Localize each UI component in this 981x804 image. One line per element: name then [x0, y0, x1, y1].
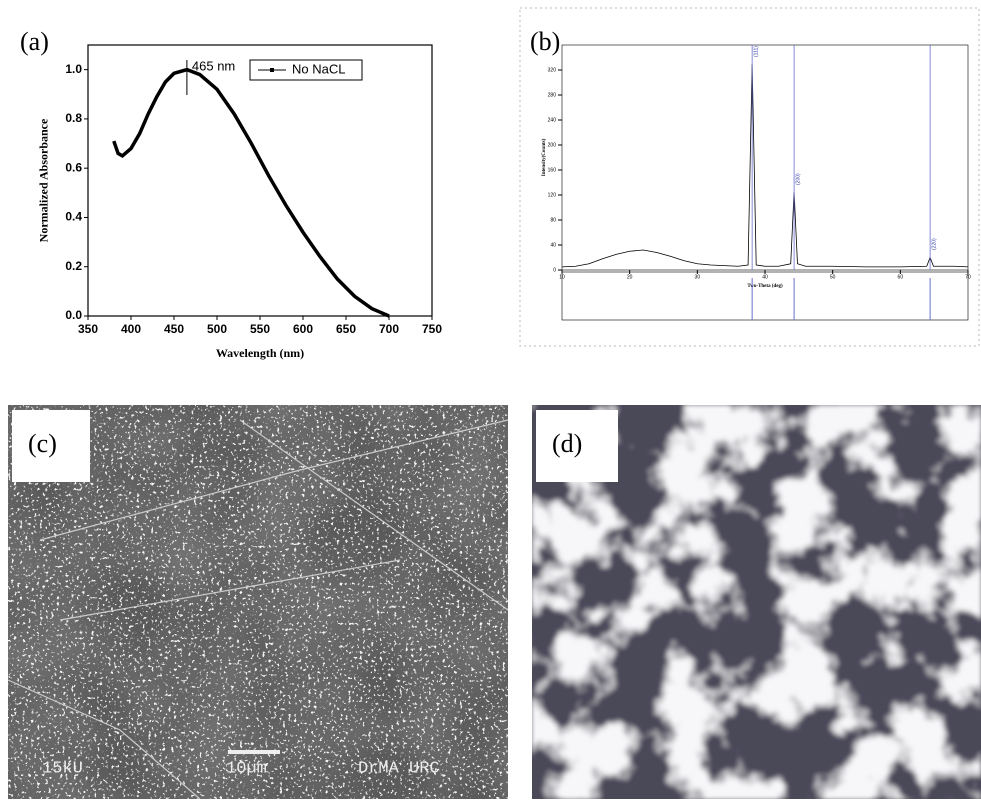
y-tick-label: 120: [548, 192, 557, 198]
y-tick-label: 80: [550, 217, 556, 223]
x-tick-label: 30: [695, 274, 701, 280]
y-tick-label: 1.0: [65, 62, 82, 76]
x-tick-label: 750: [422, 322, 442, 336]
panel-label: (a): [20, 27, 49, 56]
y-tick-label: 0.2: [65, 259, 82, 273]
panel-label-box: [12, 410, 90, 482]
y-axis-label: Normalized Absorbance: [37, 118, 51, 242]
x-tick-label: 50: [830, 274, 836, 280]
reference-panel: [561, 271, 969, 321]
y-tick-label: 0: [553, 267, 556, 273]
x-tick-label: 40: [762, 274, 768, 280]
y-tick-label: 200: [548, 142, 557, 148]
data-line: [561, 63, 969, 268]
x-tick-label: 450: [164, 322, 184, 336]
legend-marker: [270, 68, 274, 72]
x-tick-label: 500: [207, 322, 227, 336]
x-tick-label: 350: [78, 322, 98, 336]
y-tick-label: 320: [548, 67, 557, 73]
y-tick-label: 280: [548, 92, 557, 98]
peak-label: (111): [753, 46, 759, 57]
y-axis-label: Intensity(Counts): [542, 138, 547, 176]
x-tick-label: 700: [379, 322, 399, 336]
x-axis-label: Two-Theta (deg): [747, 284, 783, 289]
panel-label: (d): [552, 429, 582, 458]
panel-label-box: [536, 410, 618, 482]
y-tick-label: 0.6: [65, 160, 82, 174]
sem-cracks: [7, 419, 509, 800]
x-tick-label: 600: [293, 322, 313, 336]
peak-label: (220): [931, 238, 937, 250]
legend-box: [249, 59, 363, 81]
sem-operator: DrMA URC: [358, 759, 440, 778]
y-tick-label: 240: [548, 117, 557, 123]
plot-frame: [87, 44, 433, 317]
x-axis-label: Wavelength (nm): [216, 346, 304, 360]
x-tick-label: 400: [121, 322, 141, 336]
y-tick-label: 0.8: [65, 111, 82, 125]
legend-label: No NaCL: [292, 61, 345, 76]
x-tick-label: 60: [898, 274, 904, 280]
plot-frame: [561, 44, 969, 271]
panel-label: (c): [28, 429, 57, 458]
y-tick-label: 0.4: [65, 210, 82, 224]
panel-border: [519, 7, 980, 347]
annotation: 465 nm: [192, 58, 235, 73]
scale-bar: [228, 750, 280, 754]
y-tick-label: 40: [550, 242, 556, 248]
peak-label: (200): [795, 173, 801, 185]
x-tick-label: 650: [336, 322, 356, 336]
panel-label: (b): [530, 27, 560, 56]
x-tick-label: 20: [627, 274, 633, 280]
sem-voltage: 15kU: [42, 759, 83, 778]
sem-image: [8, 405, 508, 799]
sem-scale-label: 10µm: [226, 759, 267, 778]
data-line: [112, 67, 390, 318]
y-tick-label: 0.0: [65, 308, 82, 322]
x-tick-label: 550: [250, 322, 270, 336]
y-tick-label: 160: [548, 167, 557, 173]
